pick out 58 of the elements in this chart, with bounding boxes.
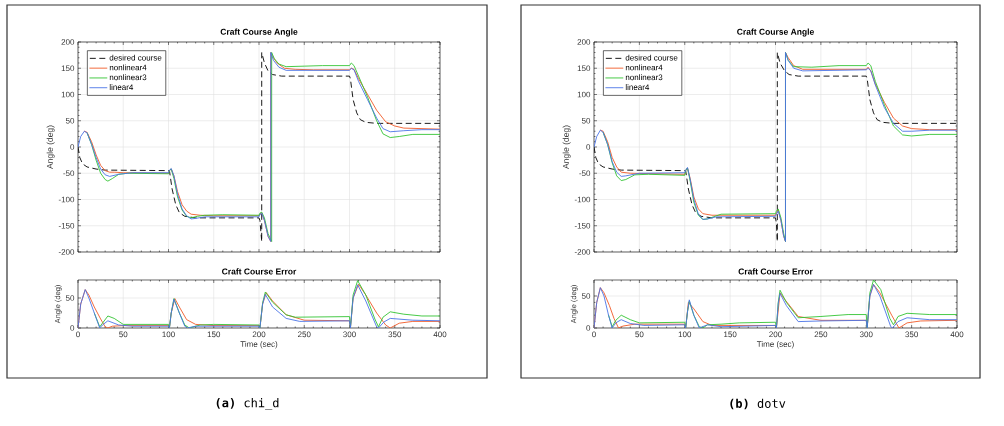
legend-label: nonlinear3 bbox=[109, 74, 147, 81]
x-tick-label: 50 bbox=[635, 331, 644, 338]
text: (b) dotv bbox=[730, 398, 786, 410]
x-tick-label: 50 bbox=[119, 331, 128, 338]
y-tick-label: -100 bbox=[58, 196, 75, 203]
y-tick-label: 150 bbox=[577, 65, 591, 72]
x-axis-title: Time (sec) bbox=[240, 341, 278, 349]
y-tick-label: 200 bbox=[61, 39, 75, 45]
x-tick-label: 300 bbox=[859, 331, 873, 338]
legend-label: desired course bbox=[109, 54, 162, 61]
y-tick-label: 0 bbox=[70, 325, 75, 331]
x-tick-label: 150 bbox=[207, 331, 221, 338]
y-axis-title: Angle (deg) bbox=[46, 125, 55, 169]
y-axis-title: Angle (deg) bbox=[562, 125, 571, 169]
chart-title: Craft Course Angle bbox=[220, 28, 298, 37]
x-tick-label: 150 bbox=[724, 331, 737, 338]
x-tick-label: 250 bbox=[297, 331, 311, 338]
x-tick-label: 200 bbox=[252, 331, 266, 338]
y-tick-label: -50 bbox=[63, 170, 75, 177]
legend-label: linear4 bbox=[109, 84, 134, 90]
x-tick-label: 350 bbox=[905, 331, 918, 338]
y-tick-label: 100 bbox=[61, 91, 75, 98]
legend-label: linear4 bbox=[625, 84, 650, 90]
x-tick-label: 200 bbox=[769, 331, 782, 338]
x-tick-label: 400 bbox=[950, 331, 964, 338]
y-tick-label: 50 bbox=[65, 295, 75, 301]
legend-label: nonlinear3 bbox=[625, 74, 663, 81]
y-tick-label: -200 bbox=[574, 249, 591, 255]
x-tick-label: 350 bbox=[388, 331, 402, 338]
y-tick-label: 150 bbox=[61, 65, 75, 72]
y-tick-label: 50 bbox=[581, 117, 591, 124]
chart-title: Craft Course Error bbox=[222, 268, 297, 275]
y-tick-label: -50 bbox=[579, 170, 591, 177]
y-tick-label: 50 bbox=[65, 117, 75, 124]
y-tick-label: -150 bbox=[574, 222, 591, 229]
y-tick-label: 100 bbox=[577, 91, 591, 98]
chart-title: Craft Course Angle bbox=[737, 28, 814, 37]
chart-title: Craft Course Error bbox=[738, 268, 813, 275]
x-tick-label: 400 bbox=[433, 331, 447, 338]
y-tick-label: 0 bbox=[70, 144, 75, 150]
text: (a) chi_d bbox=[216, 398, 279, 410]
x-tick-label: 0 bbox=[76, 331, 80, 338]
x-tick-label: 300 bbox=[343, 331, 356, 338]
x-tick-label: 0 bbox=[592, 331, 596, 338]
y-tick-label: -200 bbox=[58, 249, 75, 255]
x-tick-label: 250 bbox=[814, 331, 828, 338]
legend-label: nonlinear4 bbox=[109, 64, 147, 71]
legend-label: nonlinear4 bbox=[625, 64, 663, 71]
y-tick-label: 0 bbox=[586, 144, 591, 150]
x-tick-label: 100 bbox=[162, 331, 175, 338]
legend-label: desired course bbox=[625, 54, 678, 61]
y-tick-label: 50 bbox=[581, 293, 591, 299]
x-tick-label: 100 bbox=[678, 331, 692, 338]
y-tick-label: 0 bbox=[586, 325, 591, 331]
y-tick-label: 200 bbox=[577, 39, 591, 45]
y-tick-label: -150 bbox=[58, 222, 75, 229]
y-tick-label: -100 bbox=[574, 196, 591, 203]
x-axis-title: Time (sec) bbox=[756, 341, 794, 349]
